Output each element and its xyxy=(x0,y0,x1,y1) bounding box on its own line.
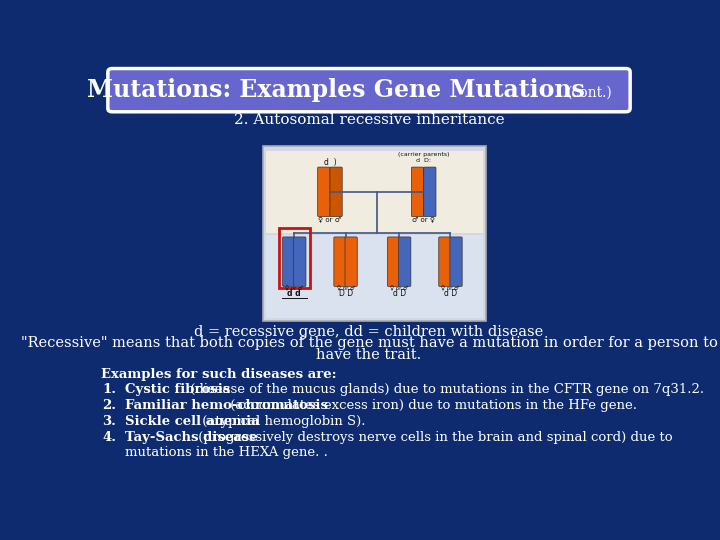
FancyBboxPatch shape xyxy=(294,237,306,286)
Text: Familiar hemo-chromatosis: Familiar hemo-chromatosis xyxy=(125,399,328,412)
Text: (atypical hemoglobin S).: (atypical hemoglobin S). xyxy=(198,415,366,428)
Text: Mutations: Examples Gene Mutations: Mutations: Examples Gene Mutations xyxy=(86,78,585,102)
Text: 2. Autosomal recessive inheritance: 2. Autosomal recessive inheritance xyxy=(234,113,504,127)
Text: Examples for such diseases are:: Examples for such diseases are: xyxy=(101,368,337,381)
Text: D D: D D xyxy=(338,289,353,299)
FancyBboxPatch shape xyxy=(266,151,483,233)
Text: ♂ or ♀: ♂ or ♀ xyxy=(412,216,435,222)
Text: ♀ or ♂: ♀ or ♂ xyxy=(285,286,303,292)
Text: Cystic fibrosis: Cystic fibrosis xyxy=(125,383,230,396)
FancyBboxPatch shape xyxy=(423,167,436,217)
Text: (progressively destroys nerve cells in the brain and spinal cord) due to: (progressively destroys nerve cells in t… xyxy=(194,431,672,444)
Text: Tay-Sachs disease: Tay-Sachs disease xyxy=(125,431,257,444)
FancyBboxPatch shape xyxy=(330,167,342,217)
Text: d  ): d ) xyxy=(323,158,336,167)
FancyBboxPatch shape xyxy=(334,237,346,286)
FancyBboxPatch shape xyxy=(263,146,486,321)
Text: d d: d d xyxy=(287,289,301,299)
Text: 3.: 3. xyxy=(102,415,116,428)
FancyBboxPatch shape xyxy=(387,237,400,286)
Text: Sickle cell anemia: Sickle cell anemia xyxy=(125,415,259,428)
FancyBboxPatch shape xyxy=(438,237,451,286)
FancyBboxPatch shape xyxy=(318,167,330,217)
Text: d = recessive gene, dd = children with disease: d = recessive gene, dd = children with d… xyxy=(194,325,544,339)
Text: (cont.): (cont.) xyxy=(567,86,613,100)
FancyBboxPatch shape xyxy=(282,237,294,286)
Text: (accumulates excess iron) due to mutations in the HFe gene.: (accumulates excess iron) due to mutatio… xyxy=(226,399,637,412)
Text: ♀ or ♂: ♀ or ♂ xyxy=(318,216,341,222)
FancyBboxPatch shape xyxy=(108,69,630,112)
FancyBboxPatch shape xyxy=(345,237,357,286)
FancyBboxPatch shape xyxy=(266,234,483,319)
Text: 2.: 2. xyxy=(102,399,116,412)
Text: ♀ or ♂: ♀ or ♂ xyxy=(390,286,408,292)
Text: ♀ or ♂: ♀ or ♂ xyxy=(336,286,354,292)
FancyBboxPatch shape xyxy=(450,237,462,286)
Text: d D: d D xyxy=(392,289,405,299)
Text: "Recessive" means that both copies of the gene must have a mutation in order for: "Recessive" means that both copies of th… xyxy=(21,336,717,350)
FancyBboxPatch shape xyxy=(411,167,423,217)
Text: have the trait.: have the trait. xyxy=(316,348,422,362)
Text: 4.: 4. xyxy=(102,431,116,444)
Text: (carrier parents)
d  D:: (carrier parents) d D: xyxy=(398,152,449,163)
Text: (disease of the mucus glands) due to mutations in the CFTR gene on 7q31.2.: (disease of the mucus glands) due to mut… xyxy=(186,383,704,396)
FancyBboxPatch shape xyxy=(399,237,411,286)
Text: d D: d D xyxy=(444,289,457,299)
Text: mutations in the HEXA gene. .: mutations in the HEXA gene. . xyxy=(125,446,328,459)
Text: 1.: 1. xyxy=(102,383,116,396)
Text: ♀ or ♂: ♀ or ♂ xyxy=(441,286,459,292)
